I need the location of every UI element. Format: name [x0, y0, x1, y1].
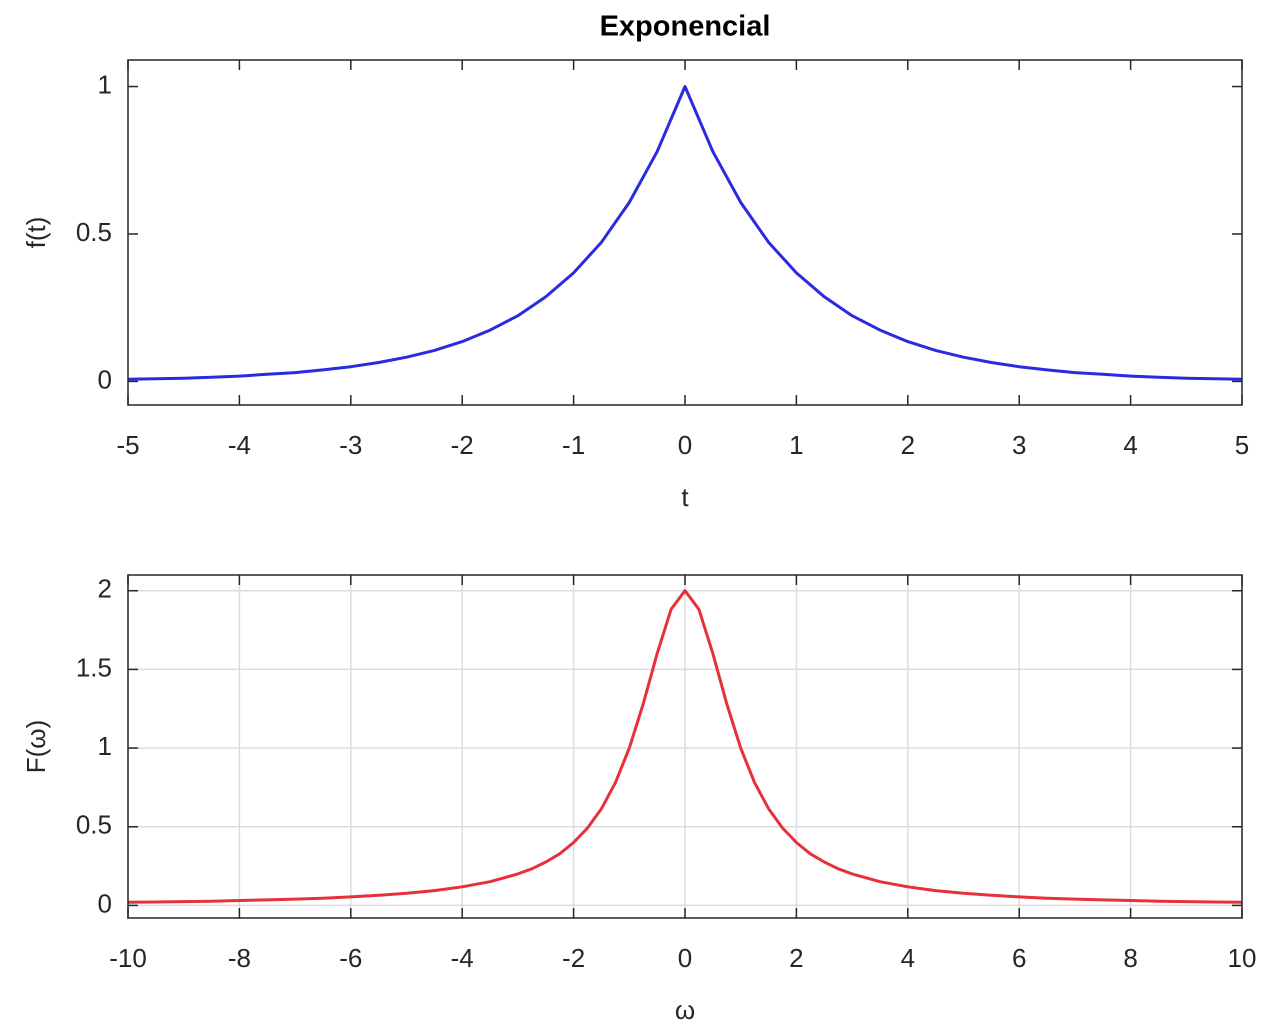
x-tick-label: -8 [228, 943, 251, 973]
x-axis-label: ω [675, 995, 695, 1025]
x-tick-label: 4 [1123, 430, 1137, 460]
x-tick-label: -1 [562, 430, 585, 460]
x-tick-label: 1 [789, 430, 803, 460]
y-axis-label: f(t) [21, 217, 51, 249]
data-line [127, 589, 1243, 904]
x-tick-label: -4 [451, 943, 474, 973]
x-tick-label: -6 [339, 943, 362, 973]
chart-title: Exponencial [600, 11, 771, 43]
x-tick-label: 0 [678, 430, 692, 460]
x-tick-label: -2 [451, 430, 474, 460]
x-tick-label: 2 [789, 943, 803, 973]
y-tick-label: 0.5 [76, 810, 112, 840]
x-tick-label: 6 [1012, 943, 1026, 973]
axes-box [127, 574, 1243, 919]
x-tick-label: 5 [1235, 430, 1249, 460]
plot-area [128, 60, 1242, 405]
x-tick-label: 2 [901, 430, 915, 460]
y-axis-label: F(ω) [21, 720, 51, 774]
y-tick-label: 0 [98, 364, 112, 394]
y-tick-label: 1 [98, 731, 112, 761]
x-tick-label: 3 [1012, 430, 1026, 460]
x-tick-label: 0 [678, 943, 692, 973]
data-line [127, 85, 1243, 381]
y-tick-label: 0.5 [76, 217, 112, 247]
x-axis-label: t [681, 482, 689, 512]
x-tick-label: -5 [116, 430, 139, 460]
y-tick-label: 0 [98, 888, 112, 918]
x-tick-label: -4 [228, 430, 251, 460]
axes-box [127, 59, 1243, 406]
y-tick-label: 1.5 [76, 652, 112, 682]
y-tick-label: 1 [98, 69, 112, 99]
x-tick-label: -10 [109, 943, 147, 973]
y-tick-label: 2 [98, 574, 112, 604]
x-tick-label: 8 [1123, 943, 1137, 973]
x-tick-label: -3 [339, 430, 362, 460]
x-tick-label: 4 [901, 943, 915, 973]
x-tick-label: 10 [1228, 943, 1257, 973]
x-tick-label: -2 [562, 943, 585, 973]
